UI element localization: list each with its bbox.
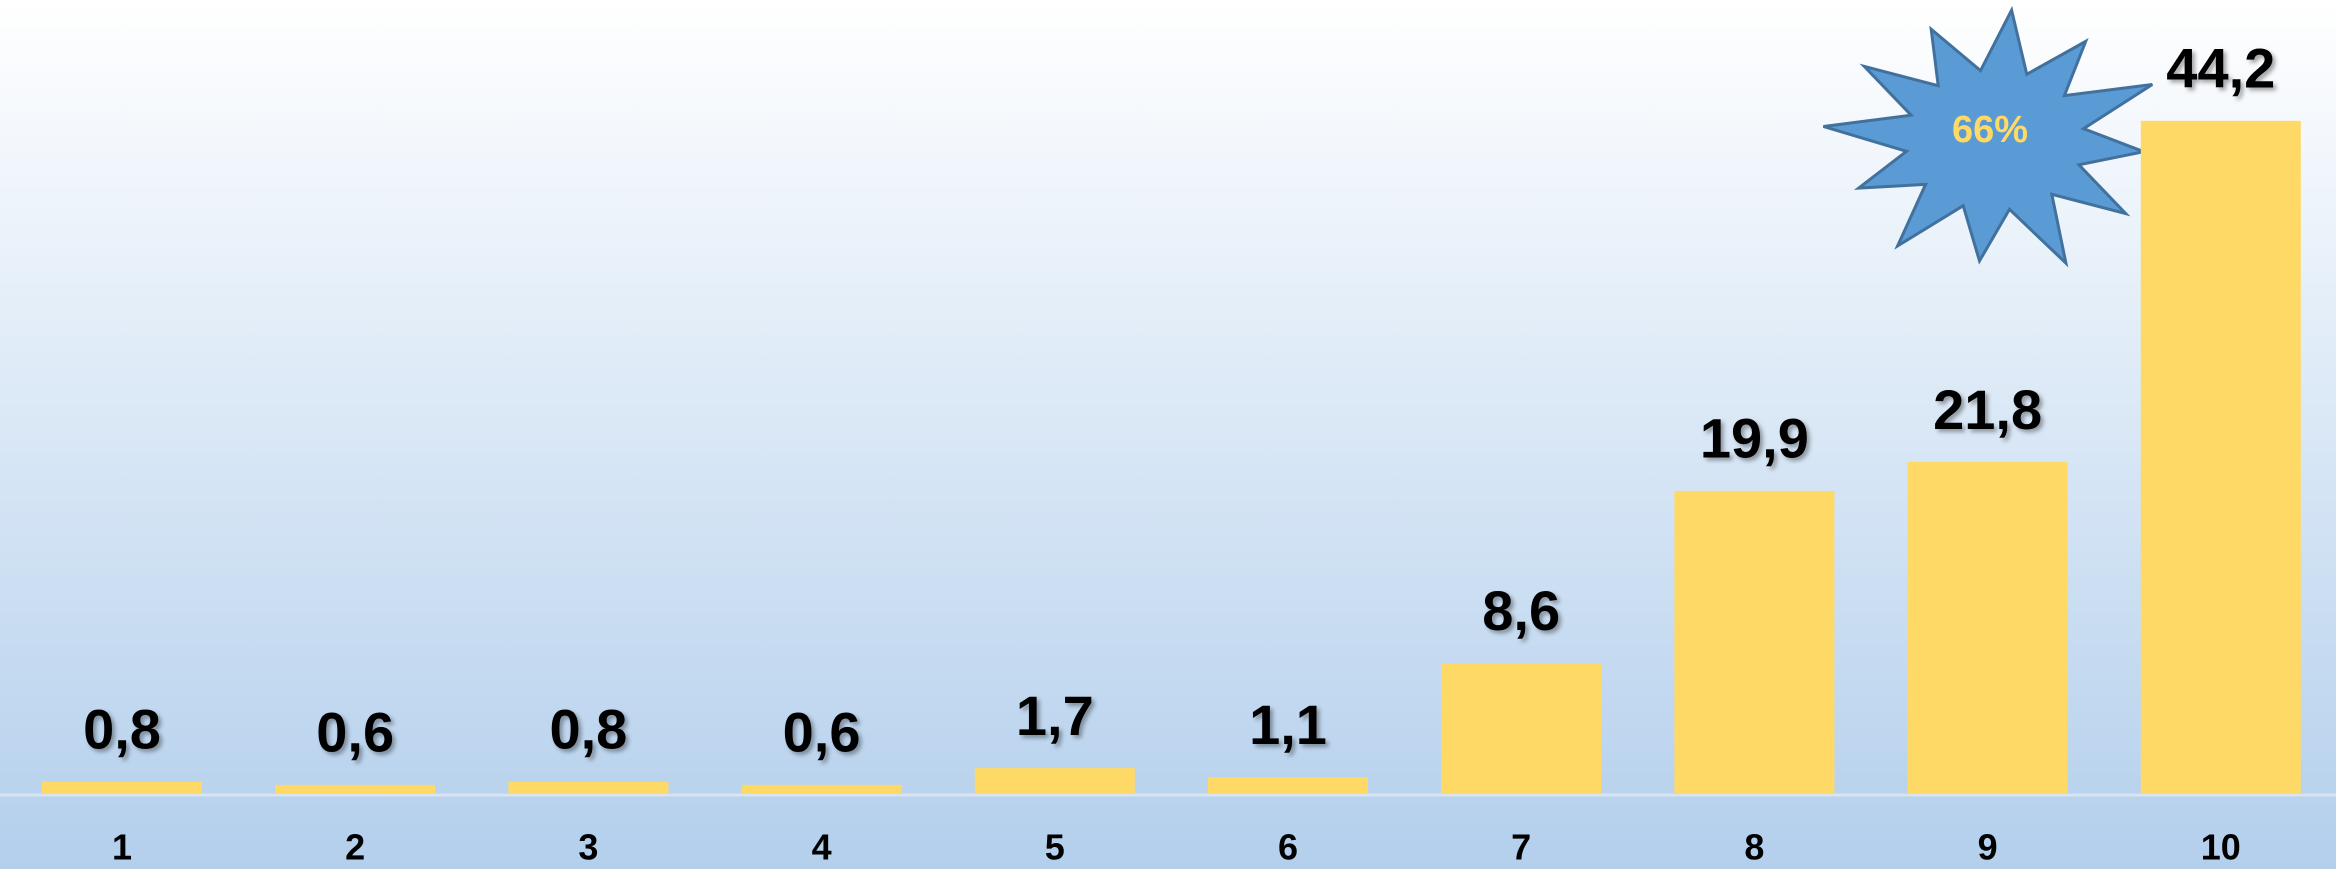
x-tick-label: 10 bbox=[2201, 827, 2241, 868]
bar bbox=[974, 768, 1135, 794]
x-tick-label: 1 bbox=[112, 827, 132, 868]
bar bbox=[1907, 461, 2068, 794]
x-tick-label: 2 bbox=[345, 827, 365, 868]
bar bbox=[741, 784, 902, 794]
data-label: 0,6 bbox=[783, 701, 861, 764]
starburst bbox=[1822, 5, 2154, 268]
data-label: 0,8 bbox=[549, 698, 627, 761]
bar bbox=[2140, 120, 2301, 795]
bar bbox=[1441, 663, 1602, 794]
data-label: 1,1 bbox=[1249, 693, 1327, 756]
bar bbox=[508, 781, 669, 794]
x-tick-label: 3 bbox=[578, 827, 598, 868]
data-label: 0,6 bbox=[316, 701, 394, 764]
bar bbox=[1208, 777, 1368, 794]
data-label: 1,7 bbox=[1016, 684, 1094, 747]
data-label: 0,8 bbox=[83, 698, 161, 761]
bar bbox=[42, 781, 202, 794]
x-tick-label: 9 bbox=[1978, 827, 1998, 868]
annotation: 66% bbox=[1952, 109, 2028, 151]
x-tick-label: 5 bbox=[1045, 827, 1065, 868]
x-tick-label: 8 bbox=[1744, 827, 1764, 868]
x-tick-label: 6 bbox=[1278, 827, 1298, 868]
data-label: 19,9 bbox=[1700, 407, 1809, 470]
x-tick-label: 4 bbox=[812, 827, 832, 868]
x-tick-label: 7 bbox=[1511, 827, 1531, 868]
data-label: 8,6 bbox=[1482, 579, 1560, 642]
data-label: 21,8 bbox=[1933, 378, 2042, 441]
bar bbox=[1674, 490, 1835, 794]
bar bbox=[275, 784, 436, 794]
data-label: 44,2 bbox=[2166, 37, 2275, 100]
